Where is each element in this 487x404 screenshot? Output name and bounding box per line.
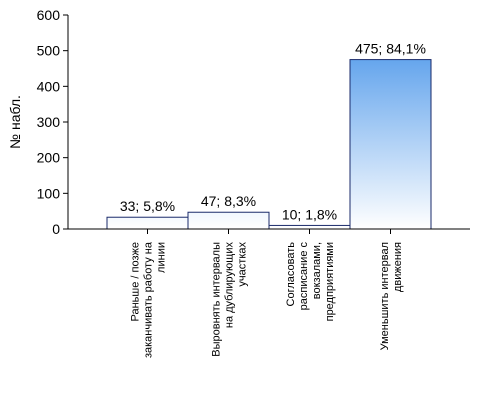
bar [106,216,189,230]
bar [187,211,270,230]
y-axis-label: № набл. [7,95,23,149]
data-label: 47; 8,3% [201,193,256,209]
y-tick-label: 0 [52,221,60,237]
y-tick-label: 100 [37,185,61,201]
data-label: 475; 84,1% [355,41,426,57]
bar [268,224,351,230]
y-tick-label: 200 [37,150,61,166]
y-tick-label: 500 [37,43,61,59]
x-tick-label: Выровнять интервалына дублирующихучастка… [211,242,249,357]
x-tick-label: Раньше / позжезаканчивать работу налинии [130,241,168,358]
y-tick-label: 600 [37,7,61,23]
y-tick-label: 300 [37,114,61,130]
x-tick-label: Уменьшить интервалдвижения [379,242,404,350]
x-tick-label: Согласоватьрасписание свокзалами,предпри… [285,242,336,322]
bar [349,59,432,230]
data-label: 10; 1,8% [282,206,337,222]
y-tick-label: 400 [37,78,61,94]
data-label: 33; 5,8% [120,198,175,214]
